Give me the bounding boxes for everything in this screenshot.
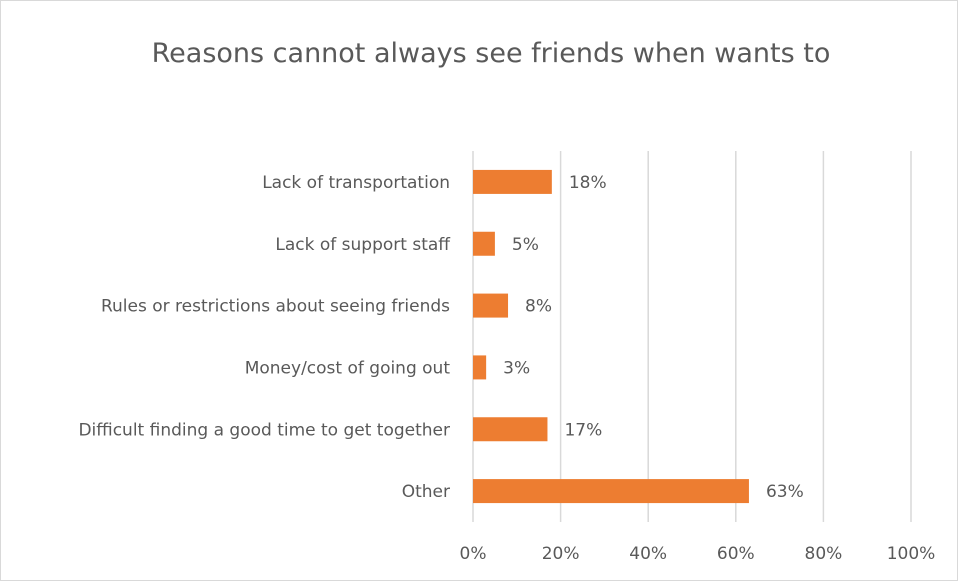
chart-title: Reasons cannot always see friends when w… <box>151 38 831 69</box>
labels: 0% 20% 40% 60% 80% 100% Lack of transportation… <box>78 173 935 564</box>
x-tick-label: 60% <box>717 544 755 564</box>
category-label: Rules or restrictions about seeing frien… <box>101 297 450 317</box>
data-label: 3% <box>503 358 530 378</box>
bar <box>473 293 509 318</box>
category-label: Lack of support staff <box>275 235 451 255</box>
x-tick-label: 20% <box>542 544 580 564</box>
bar <box>473 231 495 256</box>
x-tick-label: 40% <box>629 544 667 564</box>
category-label: Other <box>402 482 450 502</box>
data-label: 17% <box>564 420 602 440</box>
category-label: Money/cost of going out <box>245 358 451 378</box>
x-tick-label: 80% <box>805 544 843 564</box>
data-label: 8% <box>525 297 552 317</box>
bar <box>473 417 548 442</box>
x-tick-label: 0% <box>460 544 487 564</box>
data-label: 5% <box>512 235 539 255</box>
x-tick-label: 100% <box>887 544 936 564</box>
bar <box>473 479 749 504</box>
data-label: 18% <box>569 173 607 193</box>
category-label: Difficult finding a good time to get tog… <box>78 420 450 440</box>
bar <box>473 355 487 380</box>
bar <box>473 169 552 194</box>
data-label: 63% <box>766 482 804 502</box>
category-label: Lack of transportation <box>262 173 450 193</box>
bars <box>473 169 749 504</box>
gridlines <box>472 151 912 522</box>
